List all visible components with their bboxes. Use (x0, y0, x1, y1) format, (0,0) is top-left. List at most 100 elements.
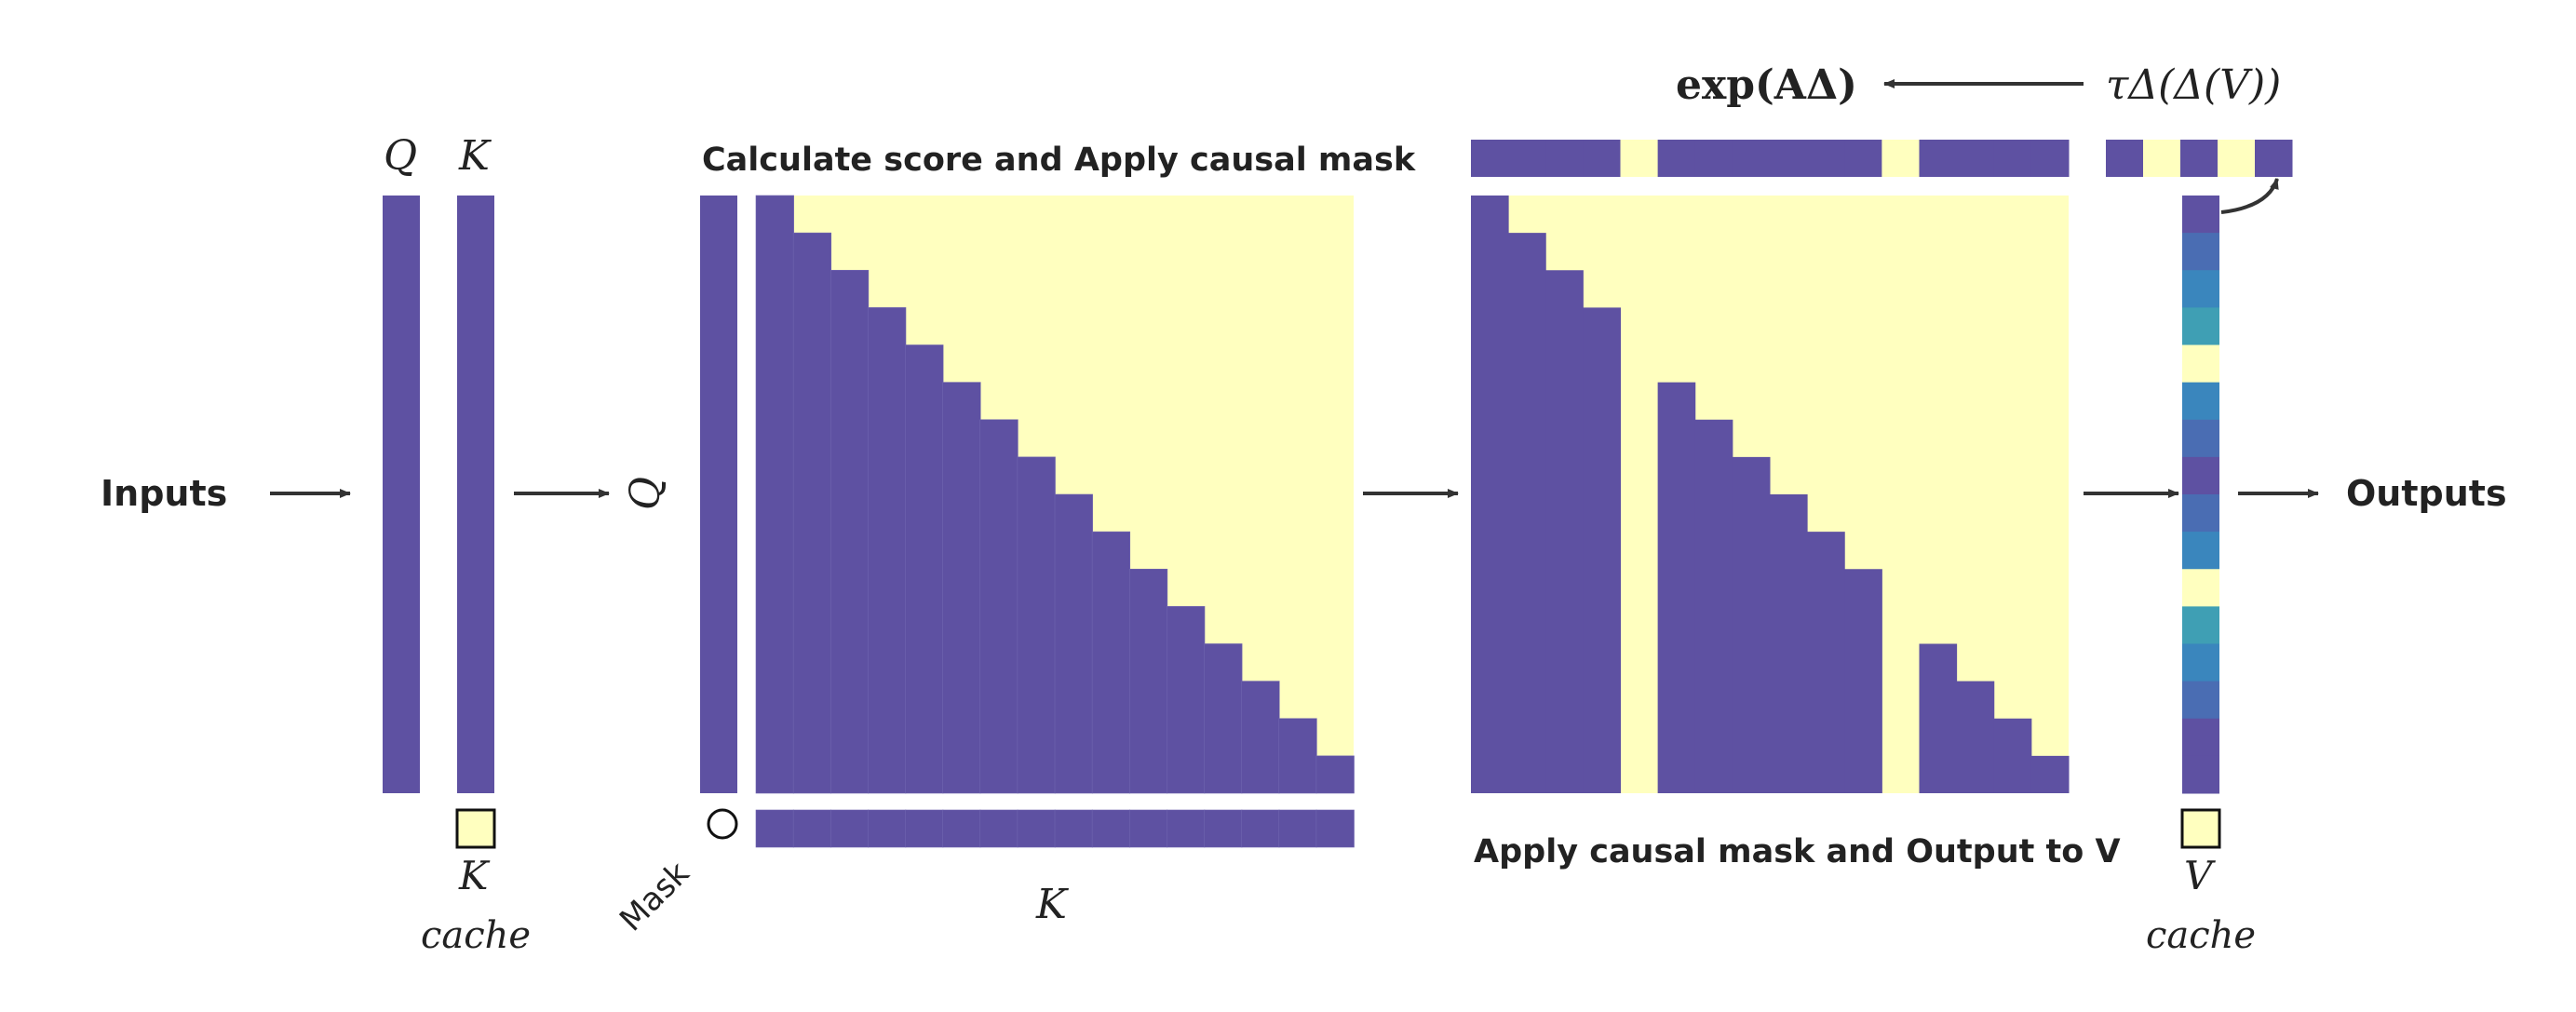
v-column-cell (2182, 307, 2219, 345)
decay-strip-cell (1694, 140, 1733, 177)
v-column-cell (2182, 606, 2219, 644)
k-cache-square (455, 808, 496, 849)
mask-label: Mask (613, 855, 696, 938)
mask-strip-cell (1167, 809, 1206, 848)
mask-strip-cell (868, 809, 907, 848)
mask-strip-cell (1241, 809, 1280, 848)
score-matrix-column (792, 232, 832, 794)
mask-strip-cell (755, 809, 794, 848)
decay-strip-cell (1657, 140, 1696, 177)
v-strip-cell (2218, 140, 2256, 177)
k-column-label: K (458, 132, 492, 180)
output-matrix-column (1919, 643, 1958, 793)
v-column-cell (2182, 196, 2219, 234)
v-strip-cell (2180, 140, 2219, 177)
decay-strip-cell (1956, 140, 1995, 177)
decay-strip-cell (1844, 140, 1882, 177)
v-curved-arrow (2220, 178, 2279, 214)
score-matrix-column (829, 269, 870, 794)
decay-strip-cell (1993, 140, 2032, 177)
v-strip-cell (2143, 140, 2181, 177)
v-column-cell (2182, 643, 2219, 682)
decay-strip-cell (1881, 140, 1920, 177)
score-matrix-column (1017, 456, 1056, 794)
v-column-cell (2182, 681, 2219, 720)
k-cache-symbol: K (458, 853, 491, 898)
decay-strip-cell (1583, 140, 1621, 177)
output-matrix-column (1770, 494, 1808, 793)
mask-strip-cell (1315, 809, 1355, 848)
q-column (383, 196, 420, 793)
v-column (2182, 196, 2219, 794)
mask-strip-cell (829, 809, 870, 848)
score-matrix-column (755, 195, 794, 794)
output-matrix-column (1807, 532, 1845, 793)
v-strip-cell (2255, 140, 2293, 177)
v-strip (2106, 140, 2293, 177)
score-matrix-column (1091, 531, 1131, 794)
mask-strip-cell (942, 809, 981, 848)
output-matrix-column (1694, 419, 1733, 793)
mask-strip-cell (792, 809, 832, 848)
output-matrix-column (2030, 755, 2070, 793)
decay-strip-cell (1620, 140, 1659, 177)
tau-function-label: τΔ(Δ(V)) (2106, 61, 2281, 109)
mask-operator-icon (707, 808, 738, 840)
v-column-cell (2182, 270, 2219, 308)
mask-strip-cell (979, 809, 1018, 848)
inputs-label: Inputs (101, 473, 227, 514)
score-matrix-column (905, 344, 944, 794)
score-matrix-column (1128, 568, 1168, 794)
mask-strip-cell (1017, 809, 1056, 848)
score-matrix-column (1167, 606, 1206, 794)
v-column-cell (2182, 419, 2219, 458)
k-cache-word: cache (421, 914, 531, 957)
mask-strip-cell (1278, 809, 1317, 848)
v-column-cell (2182, 494, 2219, 533)
decay-strip-cell (1732, 140, 1771, 177)
output-title: Apply causal mask and Output to V (1474, 833, 2121, 870)
output-matrix-column (1732, 456, 1771, 793)
score-matrix-column (868, 307, 907, 794)
v-cache-symbol: V (2184, 853, 2216, 898)
output-matrix-column (1471, 196, 1509, 793)
score-q-vector (700, 196, 737, 793)
v-cache-word: cache (2146, 914, 2256, 957)
v-column-cell (2182, 344, 2219, 384)
k-axis-label: K (1035, 881, 1069, 928)
v-column-cell (2182, 233, 2219, 271)
score-title: Calculate score and Apply causal mask (702, 142, 1416, 179)
score-matrix-column (1315, 755, 1355, 794)
v-column-cell (2182, 755, 2219, 794)
v-column-cell (2182, 718, 2219, 757)
output-matrix-column (1956, 681, 1995, 793)
output-matrix (1471, 196, 2070, 793)
decay-strip-cell (1545, 140, 1584, 177)
v-column-cell (2182, 532, 2219, 570)
score-matrix-column (942, 382, 981, 794)
mask-k-strip (755, 809, 1355, 848)
score-matrix-column (1204, 643, 1243, 794)
output-matrix-column (1993, 718, 2032, 793)
decay-strip-cell (1807, 140, 1845, 177)
decay-strip-cell (1508, 140, 1546, 177)
mask-strip-cell (1128, 809, 1168, 848)
k-column (457, 196, 494, 793)
score-matrix-column (1054, 493, 1093, 794)
mask-strip-cell (1091, 809, 1131, 848)
score-matrix-column (1241, 681, 1280, 794)
decay-strip-cell (2030, 140, 2070, 177)
mask-strip-cell (1054, 809, 1093, 848)
output-matrix-column (1545, 270, 1584, 793)
decay-strip-cell (1919, 140, 1958, 177)
score-matrix (755, 195, 1355, 794)
mask-strip-cell (1204, 809, 1243, 848)
decay-strip-cell (1770, 140, 1808, 177)
v-column-cell (2182, 382, 2219, 421)
v-column-cell (2182, 569, 2219, 607)
output-matrix-column (1844, 569, 1882, 793)
outputs-label: Outputs (2346, 473, 2507, 514)
decay-strip-cell (1471, 140, 1509, 177)
mask-strip-cell (905, 809, 944, 848)
